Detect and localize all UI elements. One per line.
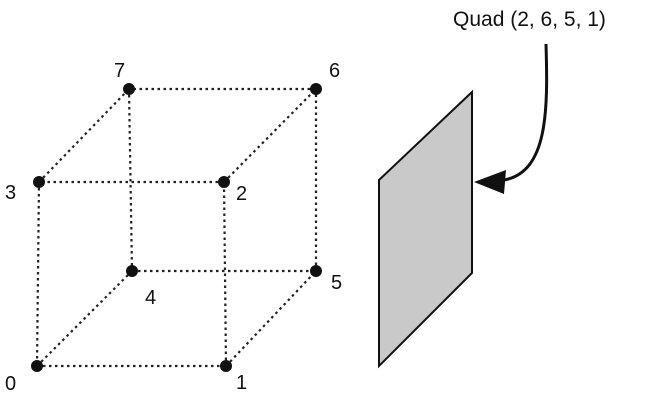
vertex-1	[220, 360, 232, 372]
cube-edge-2-6	[223, 88, 317, 183]
quad-face	[378, 89, 473, 369]
vertex-labels: 0 1 2 3 4 5 6 7	[5, 60, 342, 395]
vertex-5	[310, 265, 322, 277]
cube-edge-1-2	[222, 181, 228, 367]
vertex-label-5: 5	[331, 272, 342, 294]
cube-edge-3-0	[35, 181, 41, 367]
vertex-7	[123, 83, 135, 95]
vertex-0	[31, 360, 43, 372]
cube-vertices	[31, 83, 322, 372]
callout-arrow	[503, 43, 549, 182]
vertex-label-3: 3	[5, 182, 16, 204]
vertex-label-1: 1	[236, 372, 247, 394]
vertex-label-0: 0	[5, 373, 16, 395]
cube-edge-3-7	[38, 88, 130, 183]
vertex-label-7: 7	[114, 60, 125, 82]
vertex-6	[310, 83, 322, 95]
quad-callout-label: Quad (2, 6, 5, 1)	[453, 8, 606, 31]
vertex-label-4: 4	[145, 287, 156, 309]
cube-edge-0-4	[36, 270, 133, 367]
vertex-4	[126, 265, 138, 277]
vertex-2	[218, 176, 230, 188]
cube-edge-7-4	[127, 88, 134, 272]
vertex-label-6: 6	[329, 60, 340, 82]
arrow-head-icon	[474, 170, 506, 194]
vertex-label-2: 2	[236, 183, 247, 205]
vertex-3	[33, 176, 45, 188]
cube-edge-1-5	[225, 270, 317, 367]
cube-edges	[35, 87, 318, 368]
